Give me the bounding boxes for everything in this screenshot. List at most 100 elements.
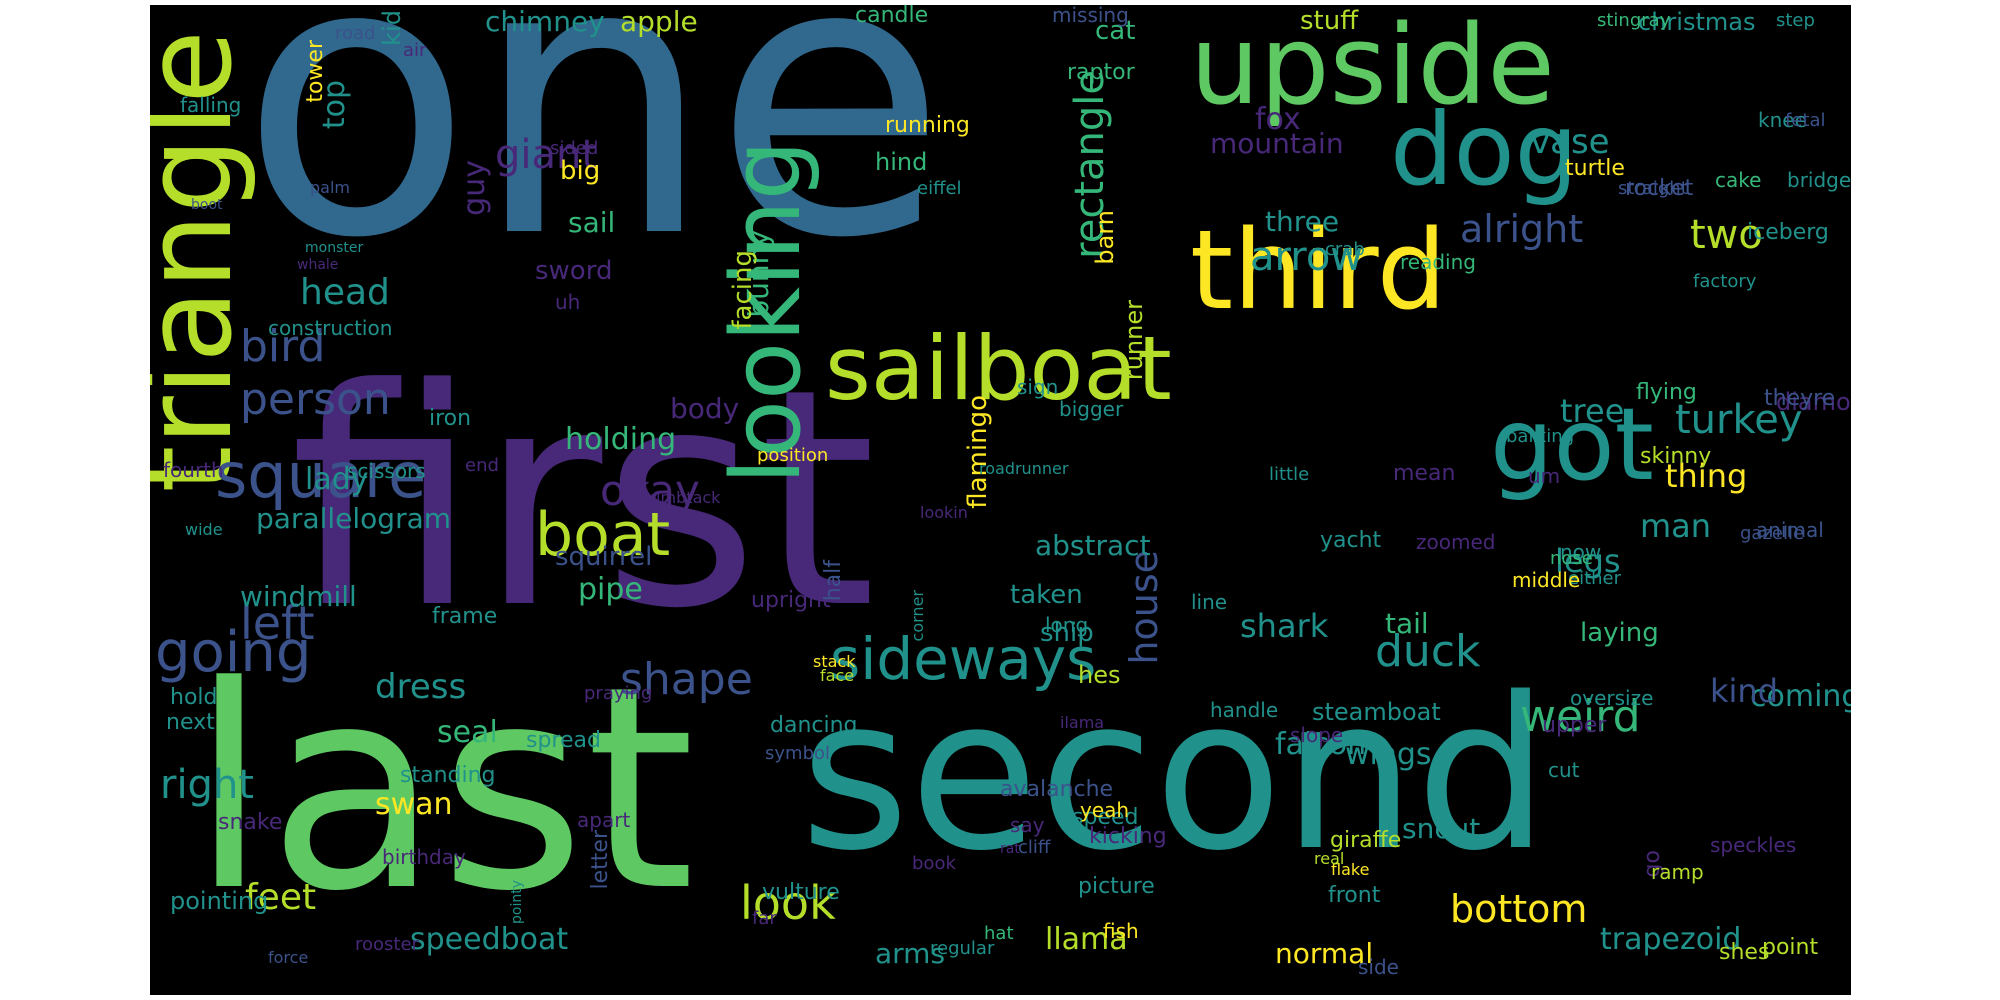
cloud-word-windmill: windmill (240, 580, 357, 613)
cloud-word-sword: sword (535, 256, 613, 286)
cloud-word-arms: arms (875, 937, 946, 970)
cloud-word-speed: speed (1072, 805, 1139, 830)
cloud-word-say: say (1010, 813, 1045, 837)
cloud-word-falling: falling (180, 93, 242, 117)
cloud-word-giraffe: giraffe (1330, 828, 1402, 853)
cloud-word-facing: facing (728, 250, 758, 330)
cloud-word-running: running (885, 113, 970, 138)
cloud-word-sided: sided (550, 138, 599, 159)
cloud-word-air: air (403, 40, 427, 61)
cloud-word-raptor: raptor (1067, 60, 1135, 85)
cloud-word-steamboat: steamboat (1312, 698, 1441, 726)
cloud-word-vulture: vulture (762, 880, 840, 905)
cloud-word-thing: thing (1665, 457, 1748, 495)
cloud-word-missing: missing (1052, 5, 1129, 27)
cloud-word-fetal: fetal (1785, 110, 1826, 131)
cloud-word-middle: middle (1512, 568, 1581, 592)
cloud-word-christmas: christmas (1638, 8, 1756, 36)
cloud-word-boot: boot (191, 197, 223, 213)
cloud-word-yeah: yeah (1080, 798, 1130, 822)
cloud-word-step: step (1776, 10, 1815, 31)
cloud-word-speedboat: speedboat (410, 922, 569, 957)
cloud-word-lady: lady (305, 462, 369, 497)
cloud-word-sideways: sideways (830, 625, 1097, 693)
cloud-word-okay: okay (600, 466, 700, 515)
cloud-word-cake: cake (1715, 168, 1762, 192)
cloud-word-hat: hat (984, 923, 1014, 944)
cloud-word-side: side (1358, 955, 1399, 979)
cloud-word-guy: guy (457, 160, 492, 216)
cloud-word-mountain: mountain (1210, 127, 1344, 160)
cloud-word-shes: shes (1719, 940, 1770, 965)
cloud-word-falcon: falcon (1275, 727, 1367, 762)
cloud-word-man: man (1640, 507, 1712, 545)
cloud-word-head: head (300, 272, 390, 313)
cloud-word-real: real (1314, 849, 1345, 868)
cloud-word-straight: straight (1618, 178, 1688, 199)
cloud-word-pointing: pointing (170, 887, 269, 915)
cloud-word-dancing: dancing (770, 713, 858, 738)
cloud-word-apple: apple (620, 5, 698, 38)
cloud-word-slope: slope (1290, 723, 1344, 747)
cloud-word-zoomed: zoomed (1416, 530, 1496, 554)
cloud-word-ship: ship (1040, 618, 1094, 648)
cloud-word-coming: coming (1750, 679, 1851, 714)
cloud-word-half: half (821, 560, 846, 602)
cloud-word-picture: picture (1078, 874, 1155, 899)
cloud-word-last: last (190, 627, 696, 953)
cloud-word-weird: weird (1520, 691, 1641, 742)
cloud-word-vase: vase (1530, 122, 1610, 162)
cloud-word-letter: letter (588, 830, 613, 890)
cloud-word-seal: seal (437, 715, 498, 750)
cloud-word-now: now (1560, 540, 1602, 564)
cloud-word-turkey: turkey (1675, 397, 1803, 443)
cloud-word-kid: kid (378, 10, 406, 46)
cloud-word-gazelle: gazelle (1740, 523, 1805, 544)
cloud-word-abstract: abstract (1035, 529, 1151, 562)
cloud-word-book: book (912, 853, 956, 874)
cloud-word-knee: knee (1758, 108, 1807, 132)
cloud-word-dress: dress (375, 667, 467, 707)
cloud-word-tower: tower (303, 40, 328, 103)
cloud-word-either: either (1568, 568, 1622, 589)
cloud-word-thumbtack: thumbtack (634, 488, 721, 507)
cloud-word-alright: alright (1460, 207, 1584, 251)
cloud-word-wide: wide (185, 520, 223, 539)
cloud-word-tree: tree (1560, 392, 1625, 430)
cloud-word-turtle: turtle (1565, 156, 1625, 181)
cloud-word-uh: uh (555, 290, 581, 314)
cloud-word-taken: taken (1010, 580, 1083, 610)
cloud-word-mean: mean (1393, 461, 1456, 486)
cloud-word-right: right (160, 762, 254, 808)
cloud-word-hes: hes (1078, 661, 1121, 689)
cloud-word-fourth: fourth (163, 458, 224, 482)
cloud-word-symbol: symbol (765, 743, 831, 764)
cloud-word-llama: llama (1045, 922, 1128, 957)
cloud-word-end: end (465, 455, 499, 476)
cloud-word-praying: praying (584, 683, 653, 704)
cloud-word-tail: tail (1385, 607, 1429, 640)
cloud-word-candle: candle (855, 5, 929, 28)
cloud-word-square: square (215, 439, 427, 512)
cloud-word-trapezoid: trapezoid (1600, 922, 1742, 957)
cloud-word-flamingo: flamingo (963, 395, 993, 509)
cloud-word-hind: hind (875, 148, 928, 176)
cloud-word-wings: wings (1345, 737, 1432, 772)
cloud-word-boat: boat (535, 500, 671, 570)
cloud-word-rocket: rocket (1625, 176, 1694, 201)
cloud-word-snout: snout (1402, 812, 1481, 845)
cloud-word-front: front (1328, 883, 1381, 908)
cloud-word-next: next (166, 710, 215, 735)
cloud-word-force: force (268, 948, 309, 967)
cloud-word-sign: sign (1017, 375, 1059, 399)
cloud-word-factory: factory (1693, 271, 1757, 292)
cloud-word-ilama: ilama (1060, 713, 1105, 732)
cloud-word-fox: fox (1255, 102, 1301, 137)
cloud-word-far: far (752, 908, 777, 929)
cloud-word-snake: snake (218, 810, 283, 835)
cloud-word-roadrunner: roadrunner (979, 459, 1069, 478)
cloud-word-big: big (560, 156, 601, 186)
cloud-word-handle: handle (1210, 698, 1279, 722)
cloud-word-stingray: stingray (1597, 10, 1671, 31)
cloud-word-cliff: cliff (1018, 837, 1051, 858)
